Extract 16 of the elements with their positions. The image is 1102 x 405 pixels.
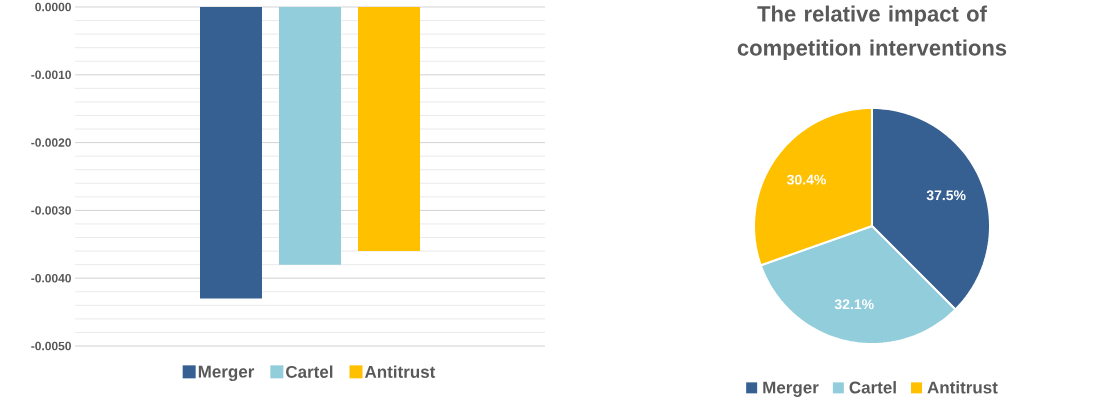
y-tick-label: -0.0020	[31, 138, 71, 147]
y-tick-label: -0.0030	[31, 206, 71, 215]
legend-label: Antitrust	[364, 365, 436, 378]
legend-label: Cartel	[286, 365, 333, 378]
data-label: 37.5%	[926, 190, 966, 201]
y-tick-label: 0.0000	[35, 2, 71, 12]
legend-label: Merger	[198, 365, 255, 382]
legend-label: Merger	[763, 381, 819, 397]
y-tick-label: -0.0050	[31, 341, 71, 351]
legend-label: Cartel	[849, 381, 896, 394]
data-label: 32.1%	[834, 299, 874, 310]
data-label: 30.4%	[786, 174, 826, 185]
y-tick-label: -0.0010	[31, 70, 71, 80]
y-tick-label: -0.0040	[31, 273, 71, 283]
legend-label: Antitrust	[927, 381, 998, 394]
chart-title: The relative impact of competition interventions	[737, 5, 1007, 61]
